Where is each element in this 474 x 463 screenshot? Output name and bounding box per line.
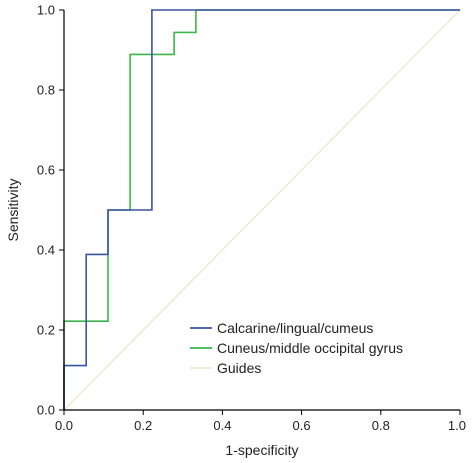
x-tick-label: 0.4 [213, 418, 231, 433]
legend-label-2: Guides [217, 360, 261, 376]
axes [63, 10, 460, 411]
x-tick-label: 1.0 [448, 418, 466, 433]
x-tick-label: 0.8 [372, 418, 390, 433]
x-tick-label: 0.0 [55, 418, 73, 433]
legend-label-1: Cuneus/middle occipital gyrus [217, 340, 403, 356]
legend-label-0: Calcarine/lingual/cumeus [217, 320, 373, 336]
y-tick-label: 1.0 [37, 3, 55, 18]
y-tick-label: 0.8 [37, 83, 55, 98]
series-line-2 [63, 9, 461, 411]
x-axis-title: 1-specificity [225, 442, 298, 458]
series-line-1 [63, 9, 460, 410]
y-tick-label: 0.0 [37, 403, 55, 418]
x-tick-label: 0.2 [134, 418, 152, 433]
ticks: 0.0 0.2 0.4 0.6 0.8 1.0 0.0 0.2 0.4 0.6 0.8 1.0 [37, 3, 466, 434]
y-tick-label: 0.6 [37, 163, 55, 178]
y-tick-label: 0.2 [37, 323, 55, 338]
y-tick-label: 0.4 [37, 243, 55, 258]
legend: Calcarine/lingual/cumeus Cuneus/middle oc… [190, 320, 403, 376]
series-layer [63, 9, 461, 411]
y-axis-title: Sensitivity [5, 178, 21, 241]
series-line-0 [63, 9, 460, 410]
x-tick-label: 0.6 [293, 418, 311, 433]
